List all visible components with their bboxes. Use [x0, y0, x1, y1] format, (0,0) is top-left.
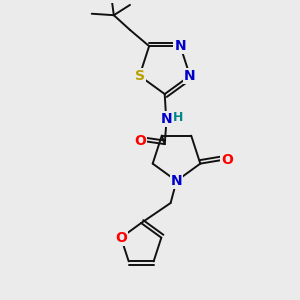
- Text: O: O: [134, 134, 146, 148]
- Text: N: N: [184, 69, 196, 83]
- Text: S: S: [134, 69, 145, 83]
- Text: O: O: [221, 153, 233, 167]
- Text: H: H: [173, 111, 184, 124]
- Text: O: O: [115, 231, 127, 245]
- Text: N: N: [175, 39, 186, 53]
- Text: N: N: [160, 112, 172, 126]
- Text: N: N: [171, 174, 182, 188]
